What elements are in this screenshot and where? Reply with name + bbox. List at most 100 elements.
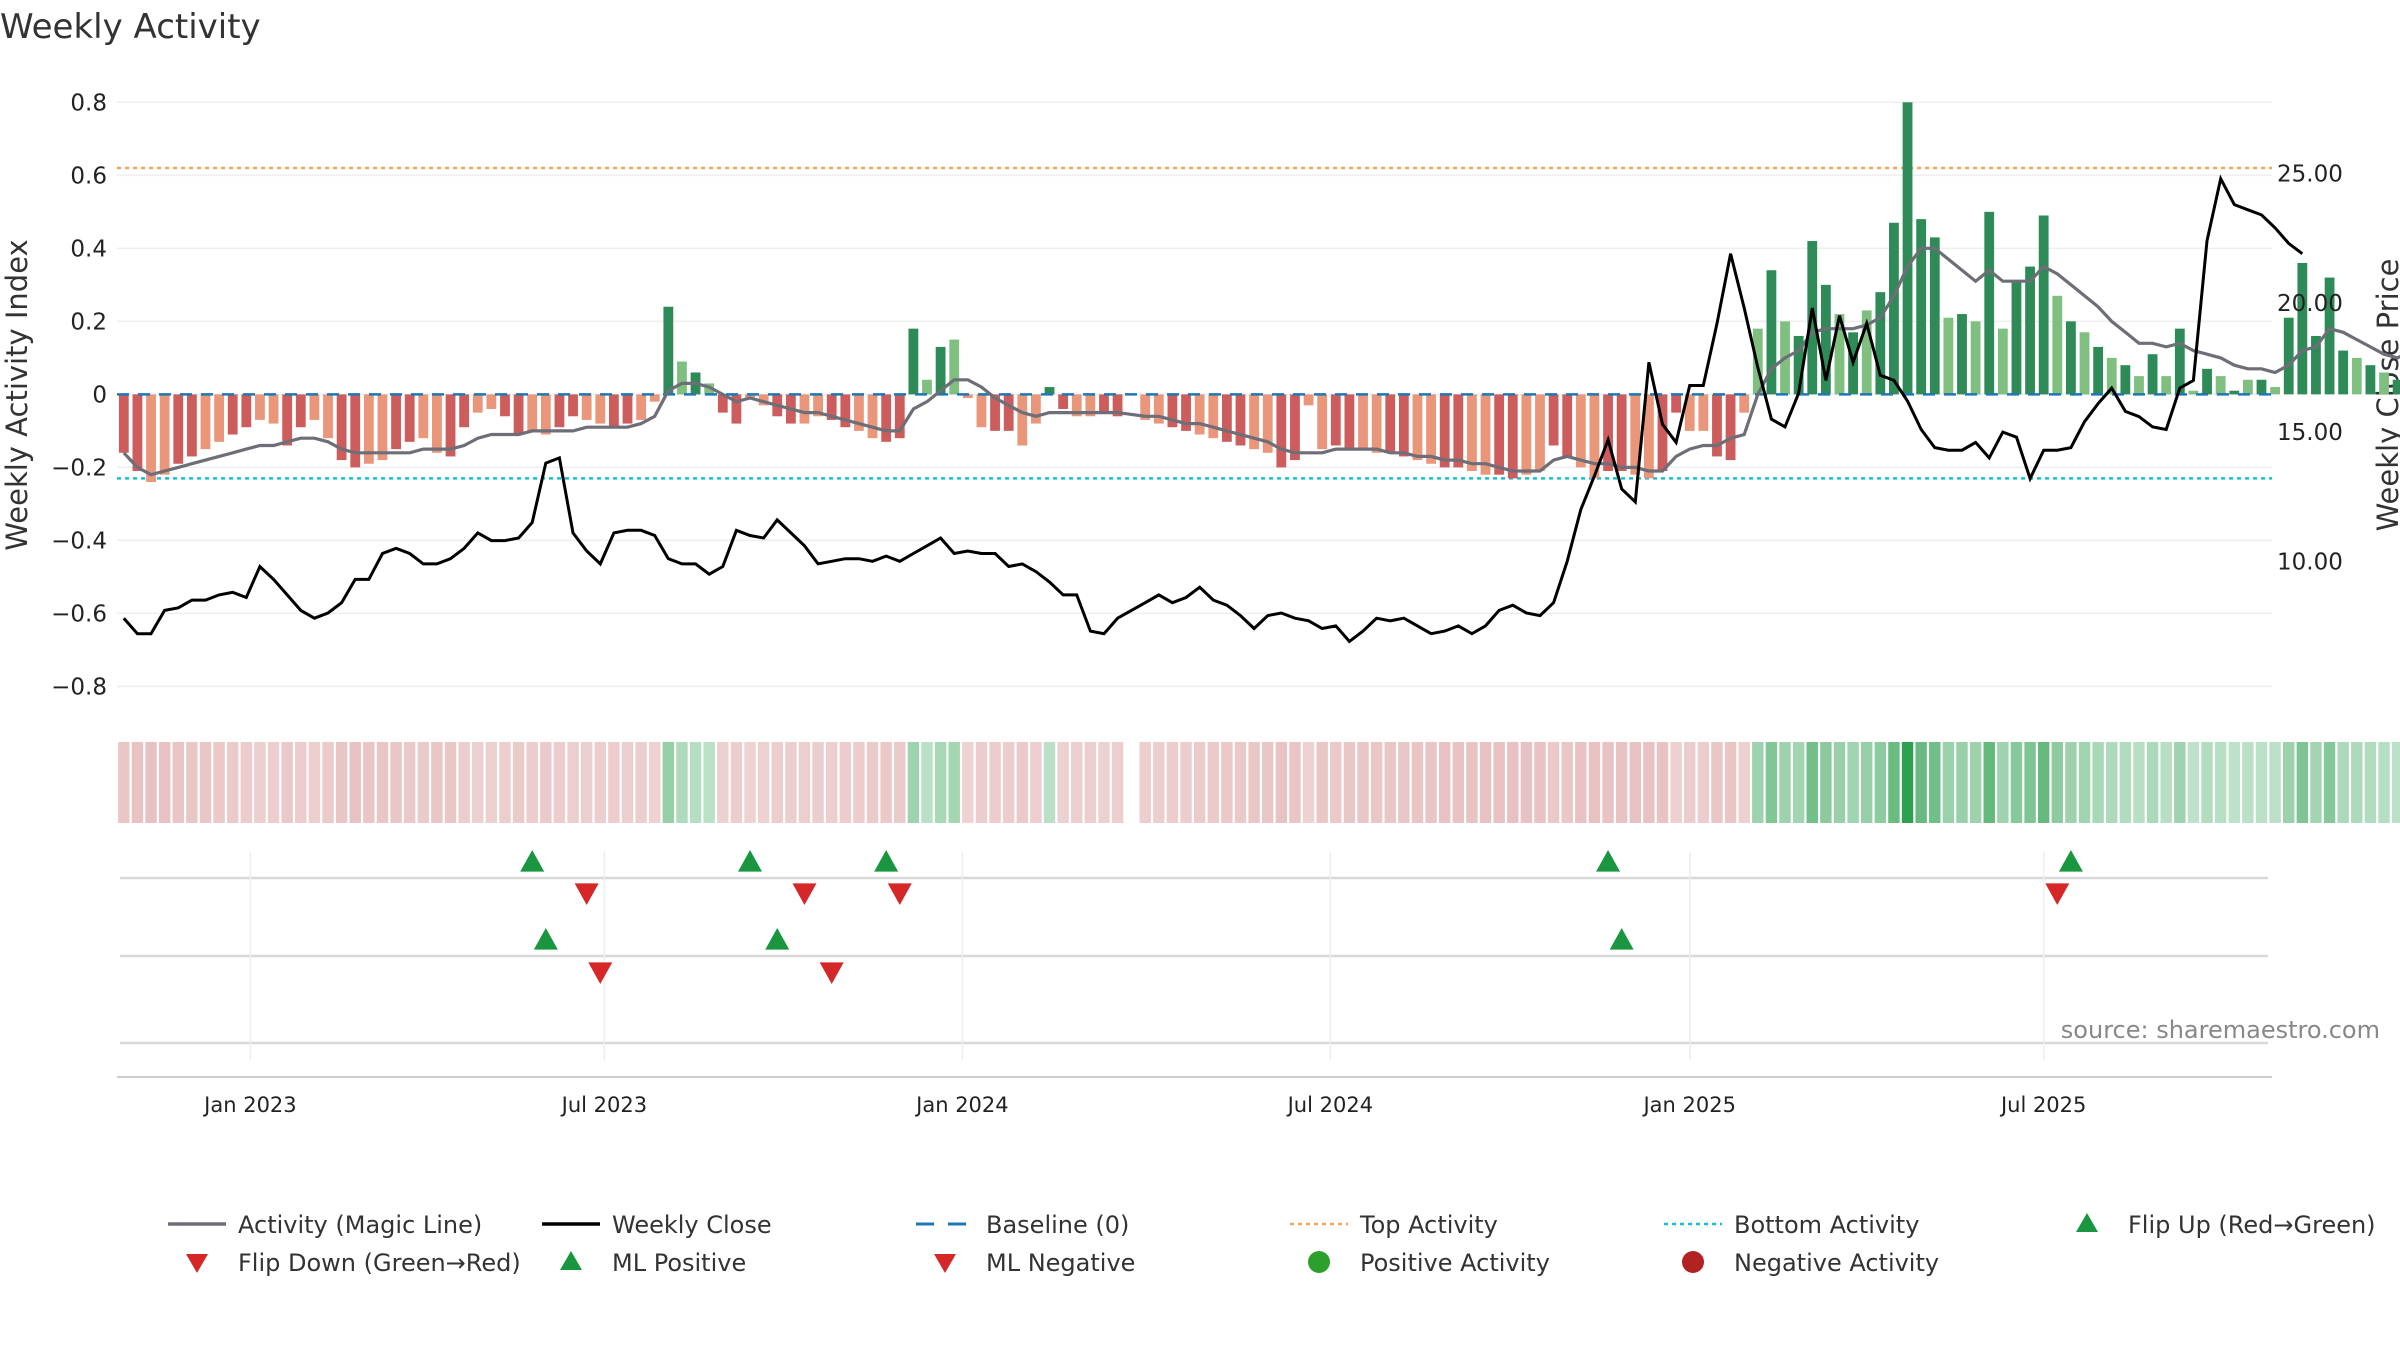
activity-bar-63 [976,394,987,428]
legend-item-1: Weekly Close [542,1211,772,1239]
activity-bar-137 [1997,328,2008,395]
legend-item-6: Flip Down (Green→Red) [186,1249,521,1277]
activity-bar-38 [636,394,647,420]
activity-bar-84 [1276,394,1287,468]
strip-cell-44 [717,742,729,823]
activity-bar-107 [1589,394,1600,479]
legend-swatch-7 [560,1251,582,1270]
activity-bar-21 [404,394,415,442]
flip-down-marker-1 [792,883,817,905]
activity-bar-27 [486,394,497,409]
activity-bar-140 [2038,215,2049,395]
strip-cell-129 [1888,742,1900,823]
activity-bar-76 [1167,394,1178,428]
strip-cell-91 [1370,742,1383,823]
strip-cell-4 [172,742,184,823]
activity-heat-strip [118,742,2400,823]
strip-cell-162 [2337,742,2349,823]
strip-cell-54 [853,742,865,823]
strip-cell-94 [1411,742,1424,823]
strip-cell-19 [376,742,389,823]
strip-cell-109 [1615,742,1628,823]
strip-cell-87 [1316,742,1328,823]
activity-bar-156 [2256,379,2267,395]
strip-cell-30 [526,742,538,823]
activity-bar-98 [1467,394,1477,472]
activity-bar-131 [1916,219,1927,395]
activity-bar-71 [1085,394,1096,417]
strip-cell-114 [1684,742,1696,823]
strip-cell-126 [1847,742,1859,823]
activity-bar-165 [2379,372,2389,395]
strip-cell-60 [934,742,947,823]
activity-bar-35 [595,394,606,424]
strip-cell-101 [1507,742,1519,823]
right-tick-label-2: 15.00 [2277,420,2343,446]
strip-cell-20 [390,742,402,823]
flip-up-marker-4 [2058,850,2083,872]
activity-bar-46 [745,394,755,399]
date-label-0: Jan 2023 [202,1093,297,1117]
right-tick-label-1: 20.00 [2277,291,2343,317]
strip-cell-66 [1016,742,1029,823]
strip-cell-124 [1820,742,1832,823]
left-tick-label-7: −0.6 [51,601,107,627]
strip-cell-82 [1248,742,1260,823]
strip-cell-150 [2174,742,2186,823]
strip-cell-155 [2242,742,2254,823]
strip-cell-78 [1193,742,1206,823]
strip-cell-72 [1098,742,1110,823]
strip-cell-58 [907,742,920,823]
activity-bar-102 [1521,394,1532,475]
strip-cell-11 [267,742,280,823]
strip-cell-14 [308,742,321,823]
strip-cell-64 [989,742,1001,823]
activity-bar-103 [1535,394,1545,472]
activity-bar-114 [1684,394,1695,431]
strip-cell-5 [186,742,198,823]
strip-cell-133 [1942,742,1955,823]
strip-cell-95 [1425,742,1437,823]
legend-item-0: Activity (Magic Line) [168,1211,482,1239]
activity-bar-0 [118,394,129,453]
activity-bar-4 [173,394,184,464]
strip-cell-138 [2010,742,2023,823]
activity-bar-23 [432,394,442,453]
strip-cell-116 [1711,742,1723,823]
strip-cell-16 [335,742,348,823]
activity-bar-132 [1929,237,1940,395]
legend-label-4: Bottom Activity [1734,1211,1919,1239]
strip-cell-86 [1302,742,1315,823]
activity-bar-59 [922,379,932,395]
flip-up-marker-3 [1596,850,1621,872]
strip-cell-137 [1997,742,2009,823]
activity-bar-150 [2174,328,2185,395]
activity-bar-153 [2215,376,2226,395]
source-credit: source: sharemaestro.com [2061,1016,2380,1044]
strip-cell-65 [1002,742,1015,823]
strip-cell-121 [1779,742,1791,823]
activity-bar-28 [500,394,510,417]
legend-item-8: ML Negative [934,1249,1135,1277]
legend-label-2: Baseline (0) [986,1211,1129,1239]
date-axis: Jan 2023 Jul 2023 Jan 2024 Jul 2024 Jan 2025… [117,1076,2272,1117]
activity-bar-14 [309,394,320,420]
legend-item-4: Bottom Activity [1664,1211,1919,1239]
left-tick-label-0: 0.8 [70,90,107,116]
strip-cell-143 [2078,742,2091,823]
activity-bar-2 [146,394,156,482]
strip-cell-39 [649,742,661,823]
activity-bar-41 [677,361,687,395]
activity-bar-85 [1290,394,1300,461]
activity-bar-30 [527,394,538,431]
activity-bar-56 [881,394,892,442]
activity-bar-81 [1235,394,1246,446]
strip-cell-18 [363,742,375,823]
strip-cell-37 [621,742,634,823]
strip-cell-128 [1874,742,1887,823]
strip-cell-123 [1806,742,1818,823]
strip-cell-51 [812,742,824,823]
activity-bar-92 [1385,394,1396,453]
activity-bar-22 [418,394,429,439]
activity-bar-5 [186,394,197,457]
